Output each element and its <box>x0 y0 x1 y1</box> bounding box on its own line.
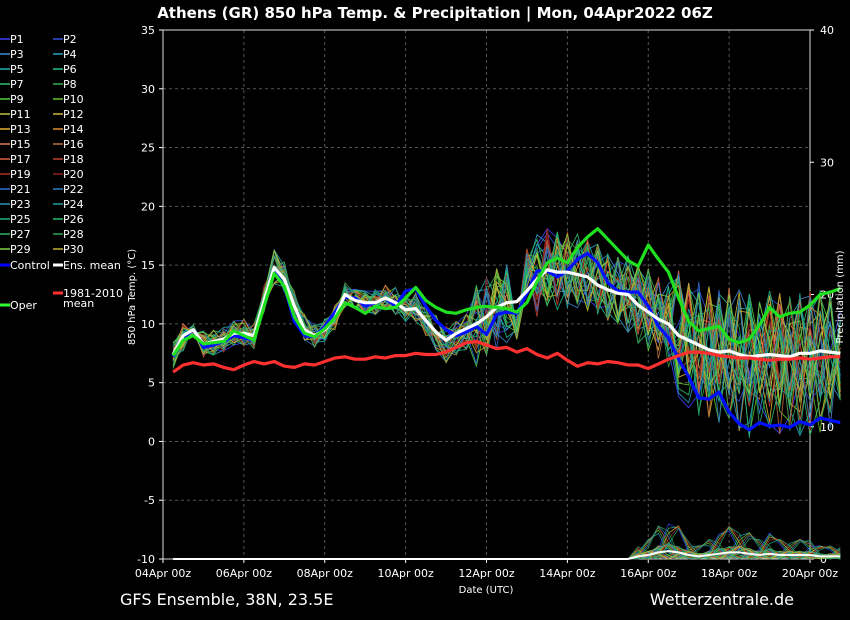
series-1981-2010-mean <box>172 339 841 374</box>
xtick-label: 20Apr 00z <box>782 567 839 580</box>
legend-label: 1981-2010 <box>63 287 123 300</box>
y-axis-label: 850 hPa Temp. (°C) <box>127 249 138 345</box>
legend-label: P11 <box>10 108 31 121</box>
y2tick-label: 10 <box>820 421 834 434</box>
legend-label: P29 <box>10 243 31 256</box>
precip-member-line <box>173 526 841 560</box>
legend-label: P24 <box>63 198 84 211</box>
legend-label: P14 <box>63 123 84 136</box>
xtick-label: 14Apr 00z <box>539 567 596 580</box>
xtick-label: 12Apr 00z <box>458 567 515 580</box>
legend-label: P19 <box>10 168 31 181</box>
legend-label: P21 <box>10 183 31 196</box>
axes: -10 -5 0 5 10 15 20 25 30 35 04Apr 00z 06Apr 00z 08A… <box>135 24 839 580</box>
legend-label: P4 <box>63 48 77 61</box>
legend-label: P25 <box>10 213 31 226</box>
legend-label: P6 <box>63 63 77 76</box>
precip-mean-line <box>173 550 841 560</box>
precip-member-line <box>173 523 841 560</box>
legend-label: P15 <box>10 138 31 151</box>
legend-label: P28 <box>63 228 84 241</box>
x-axis-label: Date (UTC) <box>459 585 514 596</box>
legend-label: P8 <box>63 78 77 91</box>
precip-member-line <box>173 525 841 560</box>
xtick-label: 06Apr 00z <box>216 567 273 580</box>
legend-label: P18 <box>63 153 84 166</box>
y2tick-label: 0 <box>820 553 827 566</box>
xtick-label: 08Apr 00z <box>297 567 354 580</box>
y2tick-label: 30 <box>820 156 834 169</box>
xtick-label: 18Apr 00z <box>701 567 758 580</box>
legend-label: P13 <box>10 123 31 136</box>
xtick-label: 04Apr 00z <box>135 567 192 580</box>
footer-left: GFS Ensemble, 38N, 23.5E <box>120 590 333 609</box>
precip-member-line <box>173 525 841 560</box>
precip-member-line <box>173 525 841 560</box>
legend-label: P7 <box>10 78 24 91</box>
legend-label: P17 <box>10 153 31 166</box>
legend-label: P22 <box>63 183 84 196</box>
legend-label: P27 <box>10 228 31 241</box>
ytick-label: 25 <box>141 142 155 155</box>
ensemble-members <box>172 228 841 560</box>
ytick-label: 5 <box>148 377 155 390</box>
legend-label: P30 <box>63 243 84 256</box>
legend-label: P1 <box>10 33 24 46</box>
member-line <box>172 245 841 394</box>
chart-title: Athens (GR) 850 hPa Temp. & Precipitatio… <box>157 4 713 23</box>
y2tick-label: 40 <box>820 24 834 37</box>
ytick-label: 15 <box>141 259 155 272</box>
ytick-label: 30 <box>141 83 155 96</box>
legend-label: P12 <box>63 108 84 121</box>
series-ens-mean <box>171 265 841 359</box>
legend-label: P9 <box>10 93 24 106</box>
ytick-label: -10 <box>137 553 155 566</box>
legend-label: P23 <box>10 198 31 211</box>
legend-label: mean <box>63 297 94 310</box>
legend-label: P20 <box>63 168 84 181</box>
legend-label: Ens. mean <box>63 259 121 272</box>
legend-label: P16 <box>63 138 84 151</box>
legend-label: P26 <box>63 213 84 226</box>
legend-label: Control <box>10 259 50 272</box>
ytick-label: -5 <box>144 494 155 507</box>
precip-member-line <box>173 525 841 560</box>
legend-label: P2 <box>63 33 77 46</box>
footer-right: Wetterzentrale.de <box>650 590 794 609</box>
y2-axis-label: Precipitation (mm) <box>835 250 846 343</box>
ytick-label: 35 <box>141 24 155 37</box>
member-line <box>172 242 841 431</box>
xtick-label: 16Apr 00z <box>620 567 677 580</box>
ytick-label: 20 <box>141 200 155 213</box>
ytick-label: 10 <box>141 318 155 331</box>
series-oper <box>171 227 841 357</box>
series-lines <box>171 227 841 432</box>
legend-label: P5 <box>10 63 24 76</box>
ytick-label: 0 <box>148 435 155 448</box>
legend: P1 P2 P3 P4 P5 P6 P7 P8 P9 P10 P11 P12 P13 P14 P15 P16 P… <box>0 33 123 312</box>
precip-member-line <box>173 526 841 560</box>
legend-label: Oper <box>10 299 37 312</box>
legend-label: P3 <box>10 48 24 61</box>
xtick-label: 10Apr 00z <box>377 567 434 580</box>
legend-label: P10 <box>63 93 84 106</box>
